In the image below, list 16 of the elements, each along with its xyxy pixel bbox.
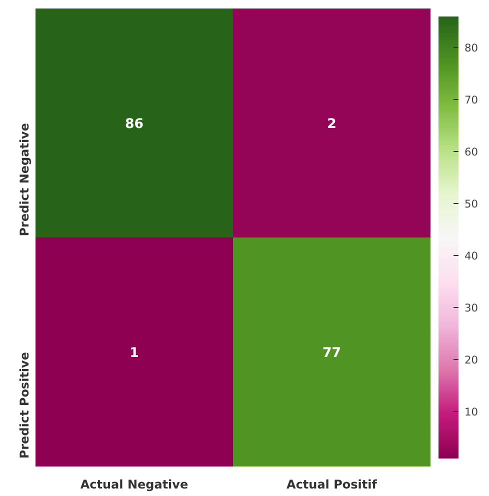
color-bar-label: 60	[464, 146, 478, 159]
color-bar-label: 70	[464, 94, 478, 107]
color-bar-label: 20	[464, 354, 478, 367]
color-bar-label: 80	[464, 42, 478, 55]
data-label: 86	[124, 117, 144, 132]
data-label: 2	[327, 117, 336, 132]
y-tick-label: Predict Positive	[18, 352, 32, 459]
x-tick-label: Actual Negative	[80, 478, 188, 492]
x-tick-label: Actual Positif	[286, 478, 378, 492]
data-label: 77	[322, 346, 342, 361]
color-bar-label: 10	[464, 406, 478, 419]
color-bar-label: 50	[464, 198, 478, 211]
y-tick-label: Predict Negative	[18, 122, 32, 236]
data-label: 1	[130, 346, 139, 361]
color-bar-label: 40	[464, 250, 478, 263]
color-bar-label: 30	[464, 302, 478, 315]
